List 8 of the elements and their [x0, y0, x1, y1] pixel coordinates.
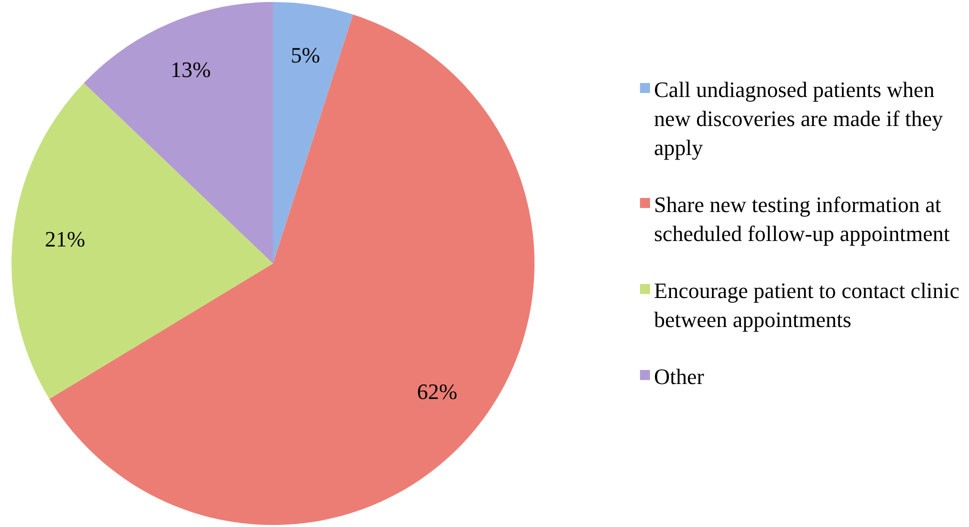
data-label: 62%	[416, 378, 458, 404]
data-label: 13%	[170, 56, 211, 82]
legend-label: Encourage patient to contact clinic between appointments	[654, 277, 960, 334]
legend-label: Call undiagnosed patients when new discoveries are made if they apply	[654, 76, 944, 162]
data-label: 5%	[290, 42, 320, 68]
legend-label: Share new testing information at scheduled follow-up appointment	[654, 191, 951, 248]
legend-label: Other	[654, 363, 704, 391]
data-label: 21%	[44, 226, 86, 252]
